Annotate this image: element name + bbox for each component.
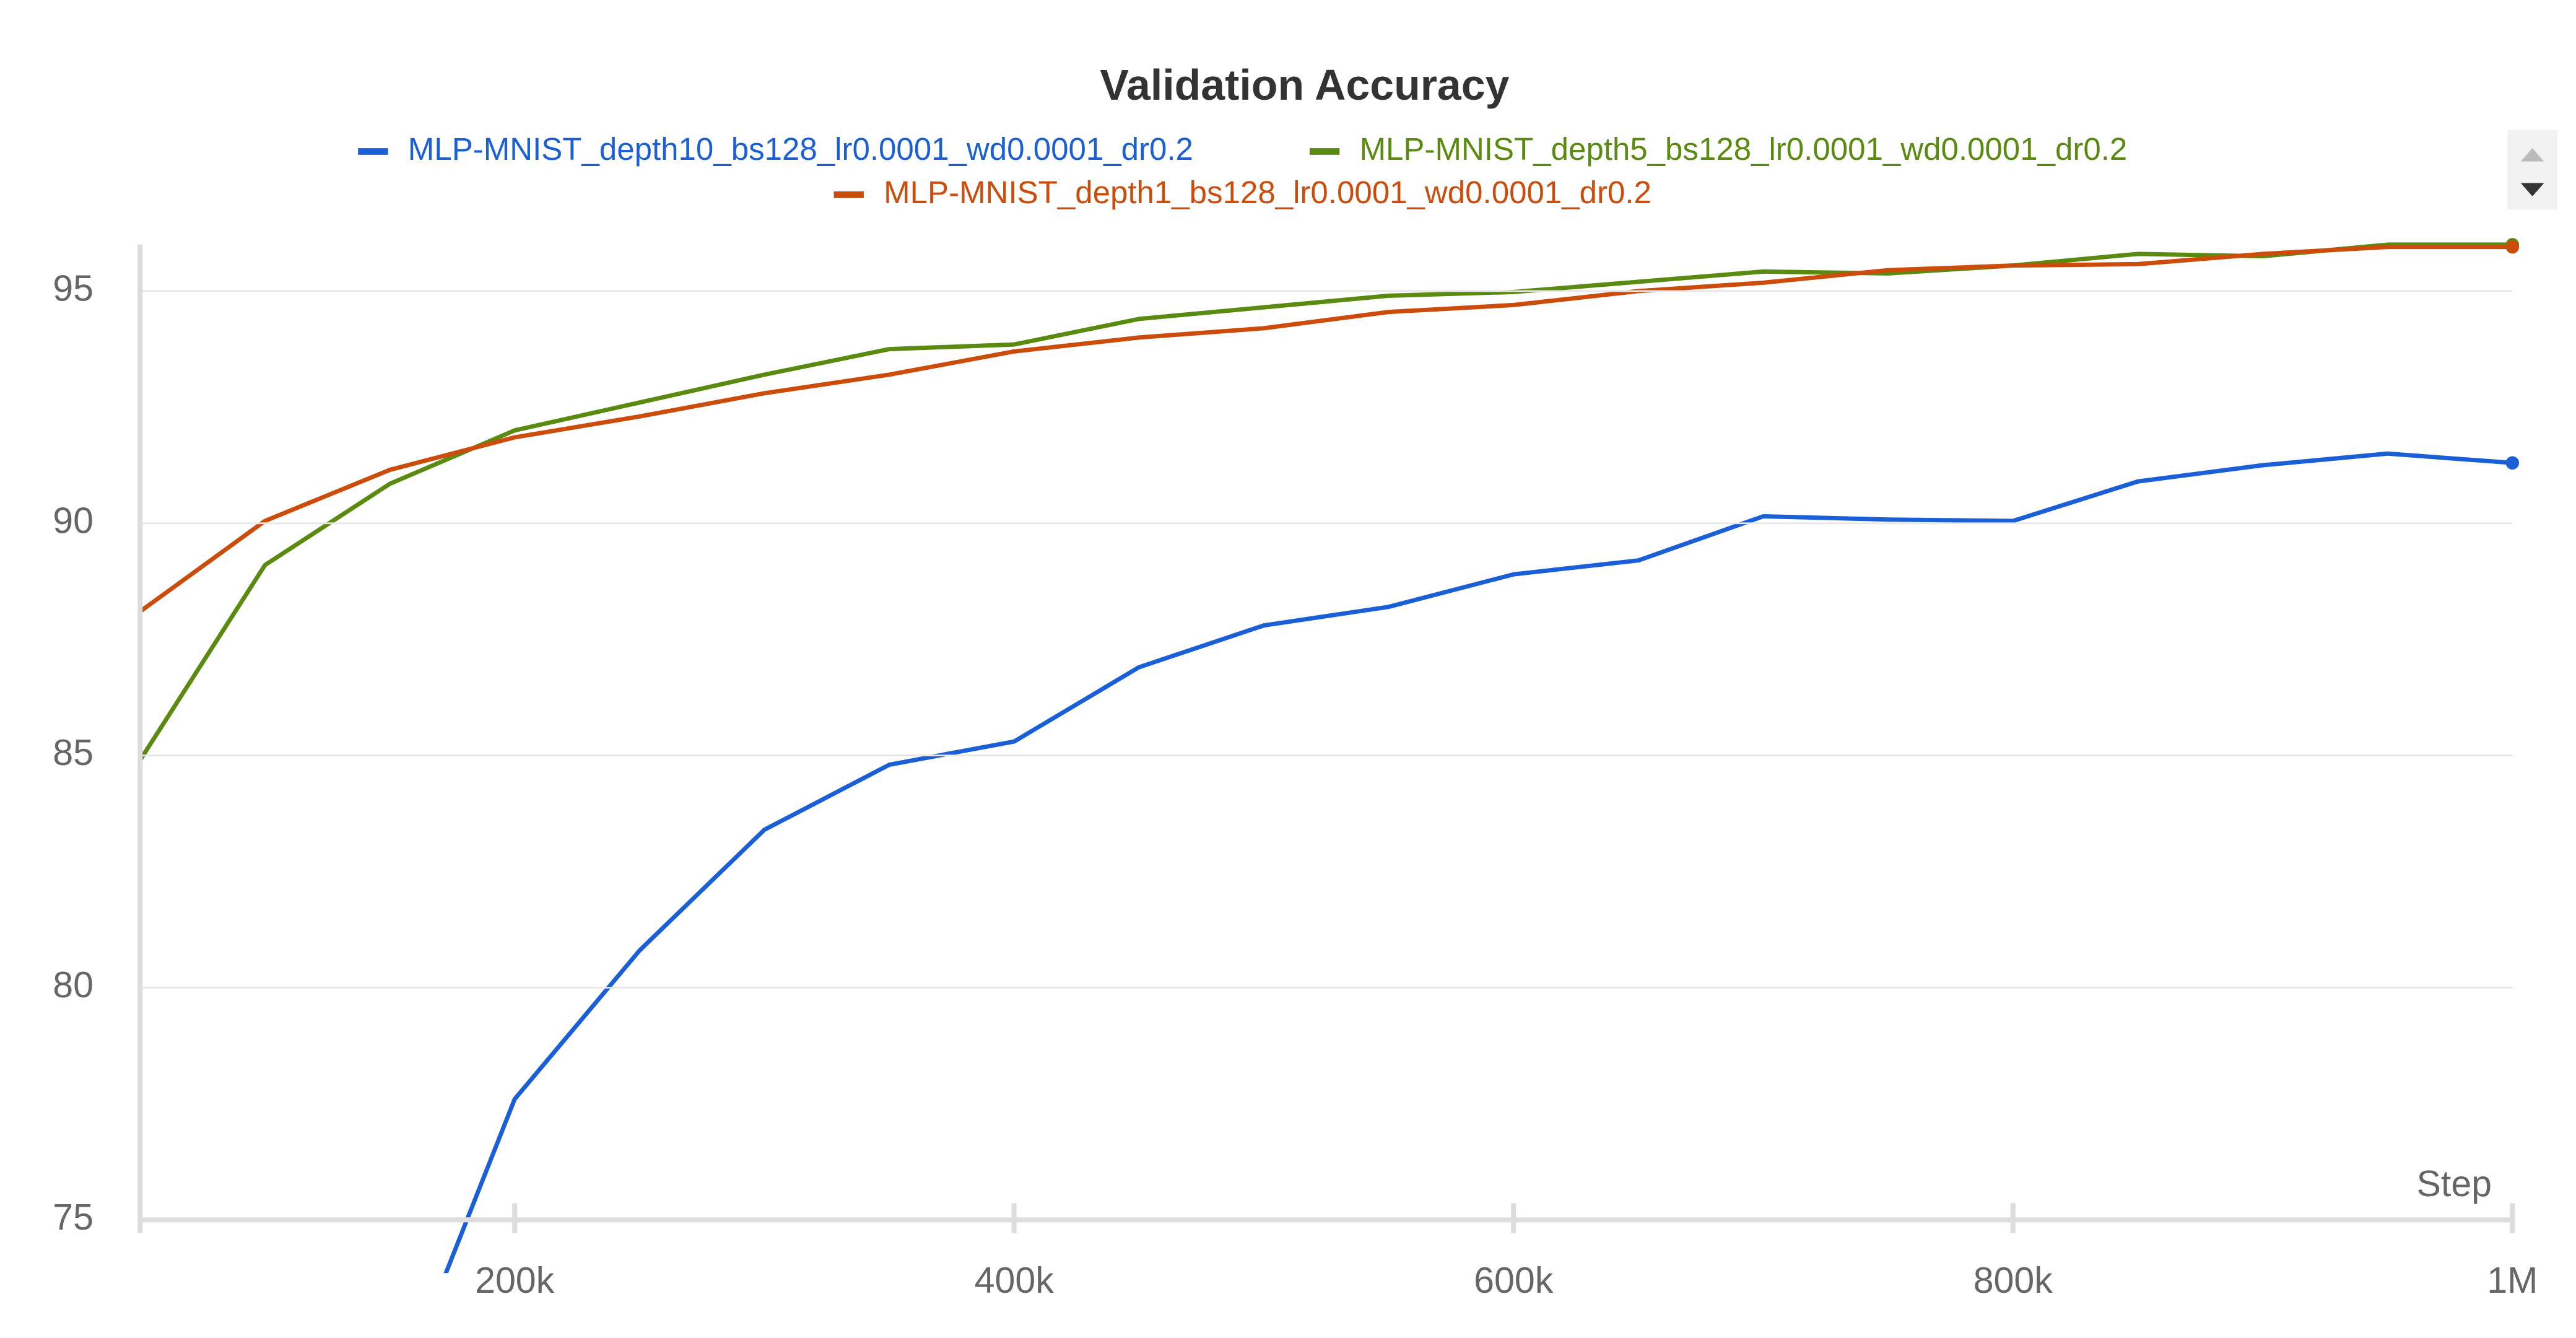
y-tick-label: 85	[53, 732, 94, 773]
legend-label: MLP-MNIST_depth1_bs128_lr0.0001_wd0.0001…	[884, 175, 1651, 210]
end-marker	[2505, 456, 2520, 470]
end-marker	[2505, 240, 2520, 254]
x-tick-label: 1M	[2487, 1259, 2538, 1301]
y-tick-label: 95	[53, 268, 94, 309]
series-line	[443, 451, 2513, 1274]
series-line	[139, 245, 2513, 614]
legend-label: MLP-MNIST_depth5_bs128_lr0.0001_wd0.0001…	[1360, 131, 2128, 167]
x-axis-title: Step	[2416, 1163, 2492, 1204]
series-line	[138, 242, 2513, 761]
y-tick-label: 90	[53, 499, 94, 541]
y-tick-label: 75	[53, 1196, 94, 1238]
x-tick-label: 400k	[975, 1259, 1055, 1301]
y-tick-label: 80	[53, 964, 94, 1005]
legend-label: MLP-MNIST_depth10_bs128_lr0.0001_wd0.000…	[408, 131, 1193, 167]
scroll-down[interactable]	[2520, 183, 2544, 197]
x-tick-label: 600k	[1474, 1259, 1554, 1301]
x-tick-label: 200k	[475, 1259, 555, 1301]
chart-title: Validation Accuracy	[1100, 61, 1509, 109]
scroll-up[interactable]	[2520, 148, 2544, 162]
plot-area	[138, 238, 2520, 1274]
legend-scroll[interactable]	[2507, 129, 2557, 210]
scroll-box[interactable]	[2507, 129, 2557, 210]
x-tick-label: 800k	[1973, 1259, 2053, 1301]
